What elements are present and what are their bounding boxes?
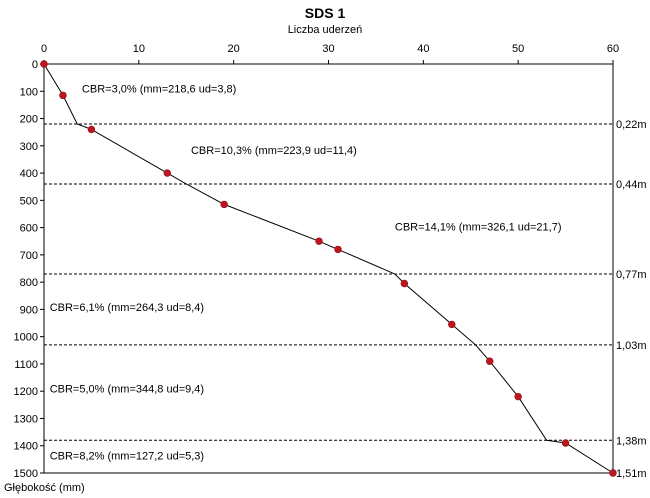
layer-boundary-label: 0,77m xyxy=(616,269,647,281)
cbr-annotation: CBR=14,1% (mm=326,1 ud=21,7) xyxy=(395,221,562,233)
cbr-annotation: CBR=10,3% (mm=223,9 ud=11,4) xyxy=(191,145,357,157)
y-tick-label: 100 xyxy=(20,86,38,98)
data-point xyxy=(163,169,171,177)
chart-title: SDS 1 xyxy=(304,5,346,21)
data-point xyxy=(561,439,570,447)
y-tick-label: 0 xyxy=(32,59,38,71)
x-tick-label: 60 xyxy=(607,43,619,55)
y-tick-label: 1200 xyxy=(14,386,38,398)
y-tick-label: 600 xyxy=(20,223,38,235)
y-tick-label: 300 xyxy=(20,141,38,153)
data-point xyxy=(220,200,228,209)
x-tick-label: 40 xyxy=(417,43,429,55)
data-point xyxy=(514,392,522,401)
y-tick-label: 900 xyxy=(20,304,38,316)
x-tick-label: 20 xyxy=(228,43,240,55)
data-point xyxy=(40,60,48,68)
x-tick-label: 30 xyxy=(322,43,334,55)
y-tick-label: 1000 xyxy=(14,332,38,344)
data-point xyxy=(87,125,96,134)
x-tick-label: 0 xyxy=(41,43,47,55)
layer-boundary-label: 0,44m xyxy=(616,179,647,191)
data-point xyxy=(334,245,342,254)
y-axis-label: Głębokość (mm) xyxy=(4,482,85,494)
layer-boundary-label: 0,22m xyxy=(616,119,647,131)
cbr-annotation: CBR=8,2% (mm=127,2 ud=5,3) xyxy=(50,450,204,462)
layer-boundary-label: 1,51m xyxy=(616,468,647,480)
y-tick-label: 1400 xyxy=(14,441,38,453)
y-tick-label: 1300 xyxy=(14,413,38,425)
data-point xyxy=(400,279,409,288)
y-tick-label: 800 xyxy=(20,277,38,289)
cbr-annotation: CBR=3,0% (mm=218,6 ud=3,8) xyxy=(82,84,236,96)
cbr-annotation: CBR=6,1% (mm=264,3 ud=8,4) xyxy=(50,302,204,314)
x-tick-label: 50 xyxy=(512,43,524,55)
data-point xyxy=(448,320,456,329)
data-point xyxy=(486,357,494,365)
y-tick-label: 1100 xyxy=(14,359,38,371)
y-tick-label: 1500 xyxy=(14,468,38,480)
layer-boundary-label: 1,03m xyxy=(616,340,647,352)
data-point xyxy=(59,91,67,100)
y-tick-label: 200 xyxy=(20,114,38,126)
data-point xyxy=(315,237,323,245)
cbr-annotation: CBR=5,0% (mm=344,8 ud=9,4) xyxy=(50,384,204,396)
x-axis-label: Liczba uderzeń xyxy=(287,24,363,36)
series-line xyxy=(43,63,614,474)
y-tick-label: 500 xyxy=(20,195,38,207)
layer-boundary-label: 1,38m xyxy=(616,435,647,447)
x-tick-label: 10 xyxy=(133,43,145,55)
y-tick-label: 700 xyxy=(20,250,38,262)
y-tick-label: 400 xyxy=(20,168,38,180)
data-point xyxy=(609,469,617,477)
